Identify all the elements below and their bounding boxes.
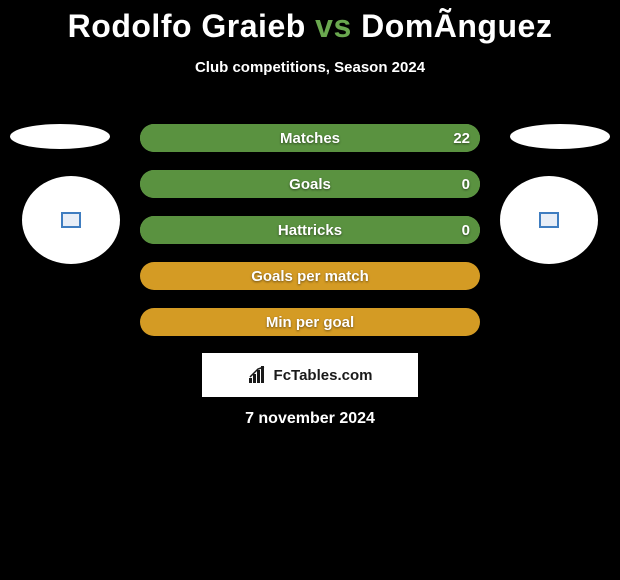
stat-value-right: 0 <box>462 222 470 239</box>
stat-label: Matches <box>280 130 340 147</box>
stat-row: Goals per match <box>140 262 480 290</box>
subtitle: Club competitions, Season 2024 <box>0 59 620 76</box>
stat-label: Goals <box>289 176 331 193</box>
stat-label: Hattricks <box>278 222 342 239</box>
crest-placeholder-icon <box>539 212 559 228</box>
stat-row: 0 Hattricks <box>140 216 480 244</box>
stats-container: 22 Matches 0 Goals 0 Hattricks Goals per match… <box>140 124 480 336</box>
brand-text: FcTables.com <box>274 367 373 384</box>
stat-row: 0 Goals <box>140 170 480 198</box>
player2-crest <box>500 176 598 264</box>
stat-row: 22 Matches <box>140 124 480 152</box>
stat-value-right: 22 <box>453 130 470 147</box>
crest-placeholder-icon <box>61 212 81 228</box>
player2-flag <box>510 124 610 149</box>
stat-label: Min per goal <box>266 314 354 331</box>
player1-name: Rodolfo Graieb <box>68 8 306 44</box>
stat-label: Goals per match <box>251 268 369 285</box>
date-text: 7 november 2024 <box>0 410 620 428</box>
stat-row: Min per goal <box>140 308 480 336</box>
player1-flag <box>10 124 110 149</box>
fctables-logo-icon <box>248 366 270 384</box>
vs-text: vs <box>315 8 352 44</box>
player1-crest <box>22 176 120 264</box>
brand-box: FcTables.com <box>202 353 418 397</box>
comparison-title: Rodolfo Graieb vs DomÃ­nguez <box>0 0 620 45</box>
player2-name: DomÃ­nguez <box>361 8 552 44</box>
stat-value-right: 0 <box>462 176 470 193</box>
